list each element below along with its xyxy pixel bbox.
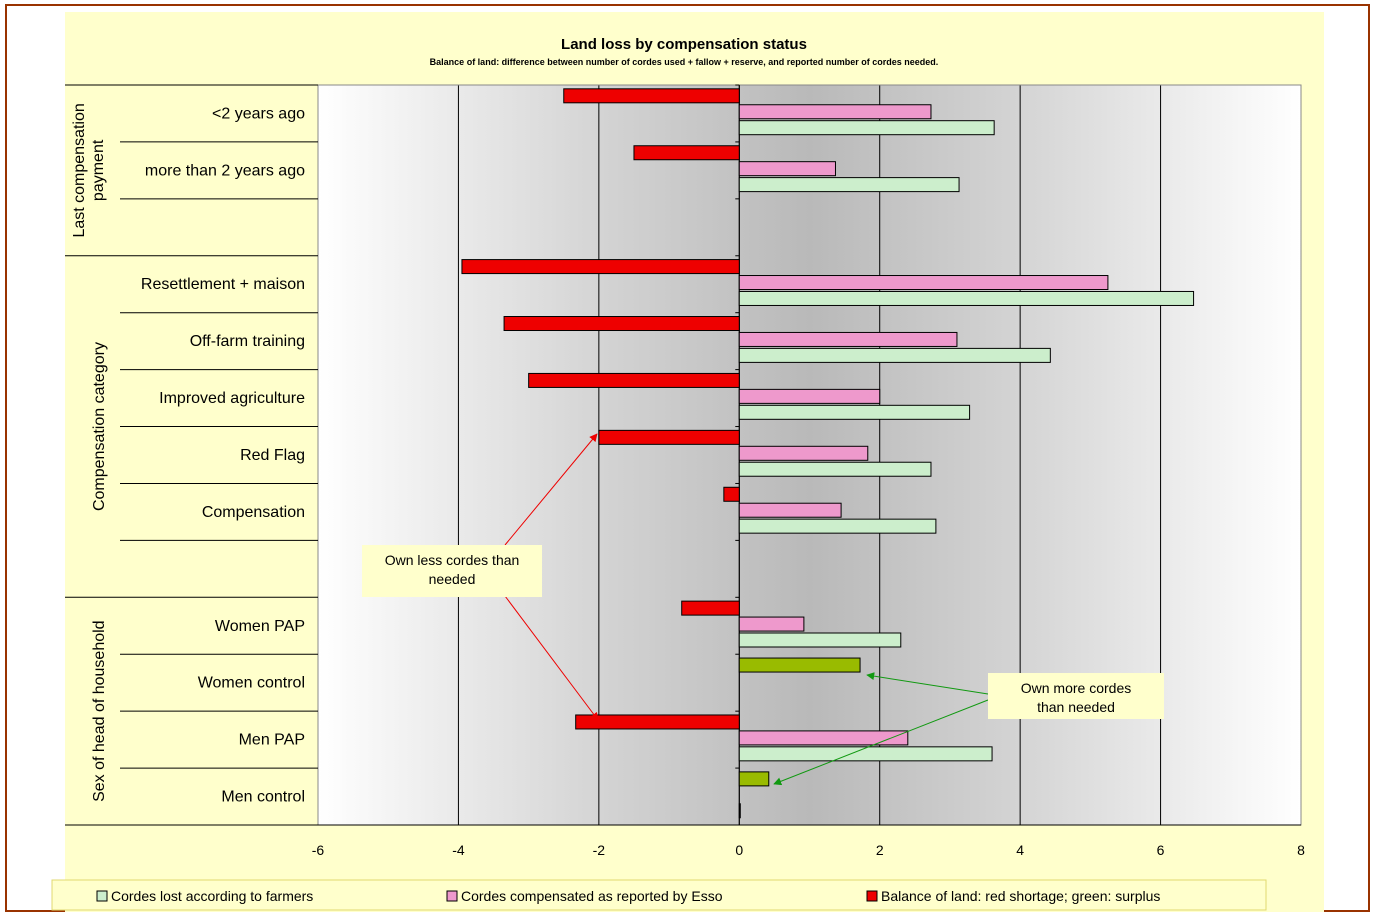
bar [738,275,1109,291]
bar [738,120,995,136]
legend-label-balance: Balance of land: red shortage; green: su… [881,888,1160,904]
bar [461,259,740,275]
legend: Cordes lost according to farmers Cordes … [51,879,1267,911]
group-label: Last compensation [71,103,88,237]
category-label: Compensation [202,504,305,521]
annotation-surplus: Own more cordes than needed [773,672,1164,786]
annotation-text-surplus-line1: Own more cordes [1021,680,1131,696]
bar [738,290,1195,306]
category-label: Women PAP [215,618,305,635]
legend-swatch-balance [866,890,878,902]
annotation-text-shortage-line1: Own less cordes than [385,552,520,568]
x-axis-tick-labels: -6 -4 -2 0 2 4 6 8 [312,842,1305,858]
legend-box [51,879,1267,911]
group-label: Compensation category [91,342,108,511]
annotation-text-surplus-line2: than needed [1037,699,1115,715]
category-label: Men control [221,789,305,806]
bar [738,404,971,420]
bar [738,657,861,673]
bar [738,445,869,461]
bar [528,372,740,388]
x-tick-label: 6 [1157,842,1165,858]
x-tick-label: -2 [593,842,606,858]
legend-swatch-farmers [96,890,108,902]
x-tick-label: -6 [312,842,325,858]
bar [723,486,740,502]
bar [738,616,805,632]
x-tick-label: 4 [1016,842,1024,858]
group-label: payment [90,139,107,201]
group-label: Sex of head of household [91,620,108,801]
bars [461,88,1195,819]
bar [738,632,902,648]
bar [503,316,740,332]
annotation-arrow-green-up [866,672,989,695]
x-tick-label: 2 [876,842,884,858]
bar [575,714,740,730]
bar [681,600,740,616]
category-label: Improved agriculture [159,390,305,407]
annotation-shortage: Own less cordes than needed [362,433,599,721]
legend-swatch-esso [446,890,458,902]
bar [738,388,881,404]
bar [738,104,932,120]
annotation-arrow-down [504,595,599,721]
bar [738,771,770,787]
annotation-arrow-up [504,433,598,546]
bar [563,88,740,104]
annotation-arrow-green-down [773,699,989,786]
bar [738,347,1051,363]
legend-label-esso: Cordes compensated as reported by Esso [461,888,723,904]
x-tick-label: 8 [1297,842,1305,858]
bar [598,429,740,445]
bar [738,746,993,762]
category-label: <2 years ago [212,105,305,122]
annotation-text-shortage-line2: needed [429,571,476,587]
annotation-box-shortage [362,545,542,597]
bar [738,518,937,534]
bar [738,331,958,347]
bar [738,177,960,193]
bar [738,730,909,746]
category-label: Off-farm training [190,333,305,350]
bar [633,145,740,161]
annotation-box-surplus [988,673,1164,719]
category-label: Resettlement + maison [141,276,305,293]
x-tick-label: 0 [735,842,743,858]
bar [738,803,741,819]
bar [738,461,932,477]
category-label: more than 2 years ago [145,162,305,179]
category-label: Red Flag [240,447,305,464]
category-label: Men PAP [239,732,305,749]
chart-title: Land loss by compensation status [561,36,807,53]
chart-subtitle: Balance of land: difference between numb… [430,57,939,67]
x-tick-label: -4 [452,842,465,858]
legend-label-farmers: Cordes lost according to farmers [111,888,313,904]
category-label: Women control [198,675,305,692]
bar [738,161,836,177]
category-axis: <2 years ago more than 2 years ago Resettl… [65,84,318,826]
bar [738,502,842,518]
